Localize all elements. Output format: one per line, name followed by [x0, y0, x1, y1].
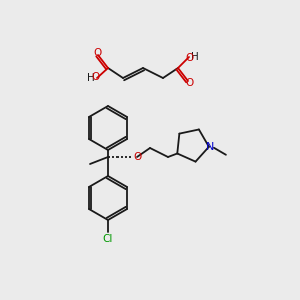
Text: O: O [185, 78, 193, 88]
Text: H: H [191, 52, 199, 62]
Text: N: N [206, 142, 214, 152]
Text: Cl: Cl [103, 234, 113, 244]
Text: O: O [93, 48, 101, 58]
Text: O: O [92, 72, 100, 82]
Text: O: O [134, 152, 142, 162]
Text: H: H [87, 73, 95, 83]
Text: O: O [186, 53, 194, 63]
